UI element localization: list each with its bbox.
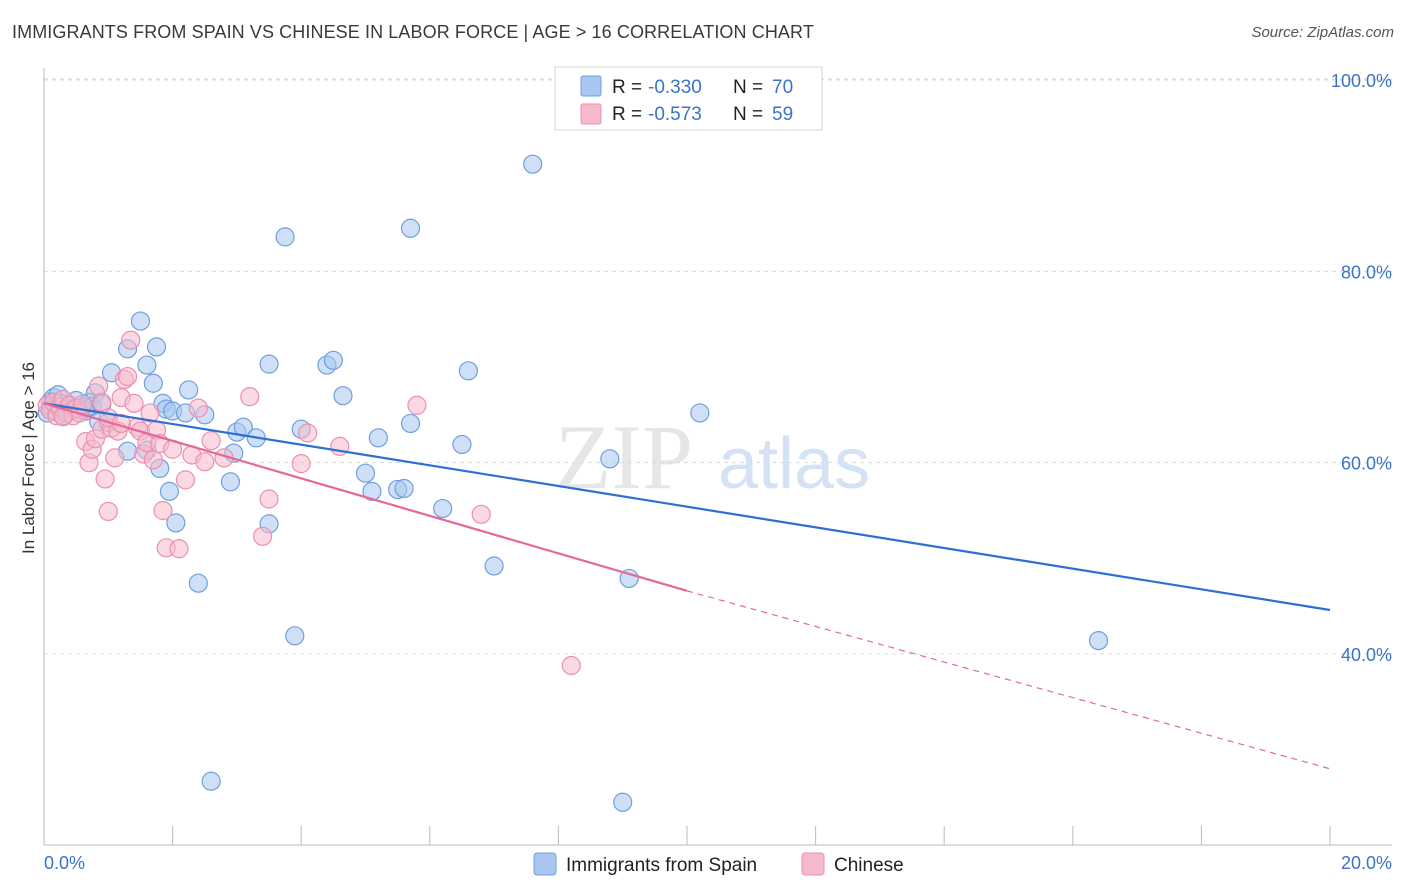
chinese-point-50	[298, 423, 318, 443]
spain-point-52	[368, 428, 388, 448]
chinese-point-26	[121, 330, 141, 350]
legend-n-value-blue: 70	[772, 77, 793, 98]
trendline-chinese-extrapolated	[686, 590, 1331, 770]
bottom-legend-swatch-chinese	[801, 852, 825, 876]
chart-title: IMMIGRANTS FROM SPAIN VS CHINESE IN LABO…	[12, 22, 814, 42]
spain-point-26	[143, 373, 163, 393]
trendline-chinese	[43, 402, 688, 592]
chinese-point-40	[175, 470, 196, 490]
chinese-point-32	[140, 403, 160, 423]
spain-point-60	[484, 556, 504, 576]
spain-point-49	[333, 386, 353, 406]
chinese-point-47	[253, 526, 273, 546]
chinese-point-27	[124, 393, 144, 413]
chinese-point-18	[95, 469, 115, 489]
chinese-point-53	[471, 504, 491, 524]
series-legend: Immigrants from Spain Chinese	[533, 852, 904, 876]
spain-point-38	[220, 472, 241, 492]
spain-point-58	[452, 434, 472, 455]
y-tick-labels: 40.0% 60.0% 80.0% 100.0%	[1331, 71, 1392, 665]
chinese-point-16	[89, 376, 109, 396]
x-tick-label-min: 0.0%	[44, 853, 85, 873]
bottom-legend-swatch-spain	[533, 852, 557, 876]
watermark-zip: ZIP	[555, 406, 693, 508]
legend-n-value-pink: 59	[772, 104, 793, 125]
spain-point-37	[166, 513, 186, 533]
y-tick-label-60: 60.0%	[1341, 454, 1392, 474]
spain-point-59	[458, 361, 478, 381]
x-tick-label-max: 20.0%	[1341, 853, 1392, 873]
chinese-point-48	[259, 489, 279, 509]
spain-point-51	[362, 481, 382, 501]
spain-point-43	[259, 354, 279, 374]
spain-point-24	[137, 355, 157, 375]
spain-point-31	[179, 380, 199, 400]
legend-r-value-blue: -0.330	[648, 77, 702, 98]
spain-point-57	[433, 498, 453, 519]
trendline-spain	[43, 402, 1331, 612]
watermark-atlas: atlas	[718, 424, 870, 504]
chinese-point-55	[53, 407, 73, 427]
spain-point-62	[600, 449, 620, 469]
chinese-point-54	[561, 655, 581, 676]
chinese-point-43	[195, 452, 215, 472]
spain-point-25	[146, 337, 167, 357]
chinese-point-49	[291, 454, 311, 474]
spain-point-63	[619, 568, 639, 589]
chinese-point-21	[105, 448, 125, 468]
legend-swatch-blue	[580, 75, 602, 97]
y-tick-label-80: 80.0%	[1341, 262, 1392, 282]
chinese-point-44	[201, 431, 221, 451]
source-credit: Source: ZipAtlas.com	[1251, 24, 1394, 41]
spain-point-54	[394, 478, 414, 499]
chinese-point-33	[143, 450, 163, 470]
spain-point-61	[523, 154, 543, 174]
spain-point-55	[400, 218, 421, 238]
spain-point-56	[400, 413, 421, 434]
chinese-point-39	[169, 539, 189, 559]
spain-point-67	[613, 792, 633, 812]
y-tick-label-40: 40.0%	[1341, 645, 1392, 665]
legend-r-value-pink: -0.573	[648, 104, 702, 125]
legend-swatch-pink	[580, 103, 602, 125]
spain-point-64	[690, 403, 710, 423]
spain-point-33	[188, 573, 208, 593]
spain-point-65	[1088, 631, 1109, 651]
bottom-legend-label-spain: Immigrants from Spain	[566, 855, 757, 876]
chinese-point-42	[188, 398, 208, 418]
legend-n-label-pink: N =	[733, 104, 763, 125]
x-ticks	[43, 826, 1331, 845]
spain-point-50	[355, 463, 376, 483]
y-tick-label-100: 100.0%	[1331, 71, 1392, 91]
chinese-point-19	[98, 501, 118, 522]
chinese-point-36	[153, 500, 173, 521]
legend-n-label-blue: N =	[733, 77, 763, 98]
chinese-point-46	[240, 387, 260, 407]
y-axis-label: In Labor Force | Age > 16	[19, 362, 38, 554]
spain-point-66	[201, 771, 221, 791]
bottom-legend-label-chinese: Chinese	[834, 855, 904, 876]
watermark: ZIP atlas	[555, 406, 870, 508]
series-chinese-points	[37, 330, 581, 676]
axes	[43, 68, 1392, 846]
trendlines	[43, 402, 1331, 770]
spain-point-36	[159, 481, 179, 501]
legend-r-label-pink: R =	[612, 104, 642, 125]
spain-point-48	[323, 350, 343, 370]
spain-point-23	[130, 311, 151, 331]
chinese-point-25	[117, 366, 138, 387]
correlation-legend: R = -0.330 N = 70 R = -0.573 N = 59	[554, 66, 823, 131]
chinese-point-52	[407, 395, 427, 415]
legend-r-label-blue: R =	[612, 77, 642, 98]
spain-point-45	[285, 626, 305, 646]
spain-point-44	[275, 227, 295, 247]
grid	[44, 78, 1392, 655]
